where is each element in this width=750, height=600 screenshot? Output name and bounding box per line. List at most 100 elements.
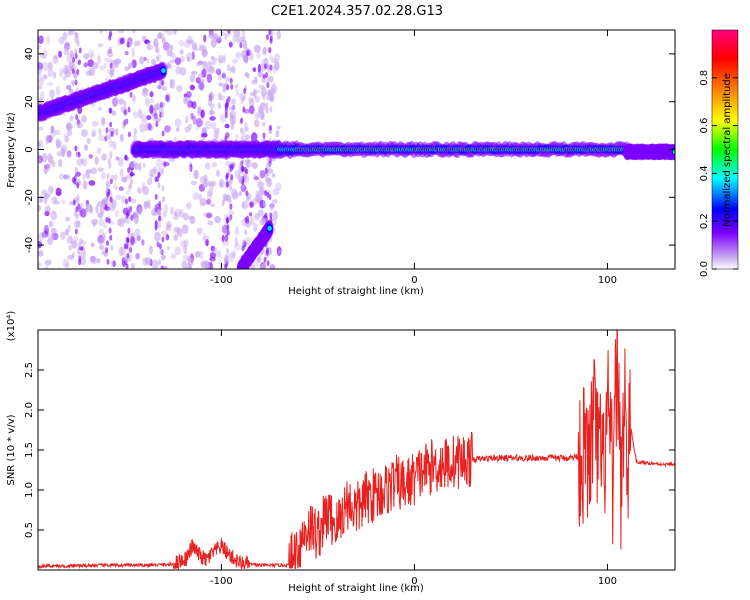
spectrogram-noise-cell — [209, 256, 216, 262]
spectrogram-noise-cell — [250, 216, 255, 226]
spectrogram-streak-cell — [106, 258, 110, 265]
spectrogram-noise-cell — [198, 193, 202, 203]
spectrogram-noise-cell — [164, 125, 171, 133]
spectrogram-noise-cell — [169, 59, 175, 64]
spectrogram-noise-cell — [115, 128, 119, 136]
spectrogram-noise-cell — [142, 35, 147, 42]
spectrogram-noise-cell — [197, 106, 202, 114]
spectrogram-streak-cell — [161, 130, 165, 137]
spectrogram-noise-cell — [53, 200, 60, 205]
spectrogram-streak-cell — [126, 210, 130, 217]
spectrogram-noise-cell — [244, 122, 248, 131]
spectrogram-noise-cell — [131, 30, 136, 34]
spectrogram-streak-cell — [263, 256, 267, 263]
spectrogram-noise-cell — [124, 51, 129, 56]
spectrogram-noise-cell — [203, 174, 208, 185]
spectrogram-noise-cell — [244, 159, 251, 165]
spectrogram-streak-cell — [72, 56, 76, 63]
spectrogram-streak-cell — [269, 106, 273, 113]
spectrogram-streak-cell — [239, 175, 243, 182]
spectrogram-noise-cell — [66, 150, 72, 158]
spectrogram-noise-cell — [187, 39, 194, 44]
colorbar-tick-label: 0.4 — [699, 165, 710, 181]
spectrogram-noise-cell — [209, 116, 216, 121]
spectrogram-noise-cell — [176, 84, 183, 93]
spectrogram-noise-cell — [151, 208, 155, 217]
spectrogram-noise-cell — [230, 257, 234, 263]
spectrogram-noise-cell — [145, 121, 149, 132]
spectrogram-streak-cell — [240, 117, 244, 124]
spectrogram-streak-cell — [229, 185, 233, 192]
spectrogram-noise-cell — [118, 186, 124, 191]
spectrogram-noise-cell — [38, 67, 43, 74]
spectrogram-streak-cell — [230, 114, 234, 121]
spectrogram-streak-cell — [75, 206, 79, 213]
spectrogram-noise-cell — [238, 190, 242, 197]
spectrogram-noise-cell — [43, 224, 50, 235]
spectrogram-noise-cell — [201, 132, 208, 138]
spectrogram-noise-cell — [174, 57, 182, 66]
spectrogram-streak-cell — [107, 188, 111, 195]
spectrogram-noise-cell — [146, 177, 153, 186]
spectrogram-streak-cell — [108, 227, 112, 234]
spectrogram-noise-cell — [53, 196, 57, 201]
spectrogram-noise-cell — [151, 259, 159, 269]
spectrogram-noise-cell — [61, 144, 68, 154]
spectrogram-streak-cell — [239, 161, 243, 168]
spectrogram-noise-cell — [69, 115, 74, 122]
spectrogram-noise-cell — [60, 199, 66, 205]
spectrogram-noise-cell — [183, 96, 189, 105]
spectrogram-streak-cell — [269, 212, 273, 219]
spectrogram-noise-cell — [189, 164, 193, 173]
spectrogram-noise-cell — [169, 51, 174, 59]
spectrogram-noise-cell — [251, 197, 257, 206]
spectrogram-streak-cell — [230, 174, 234, 181]
spectrogram-noise-cell — [139, 123, 146, 133]
spectrogram-noise-cell — [88, 180, 96, 186]
spectrogram-noise-cell — [50, 210, 58, 221]
spectrogram-noise-cell — [264, 172, 268, 179]
spectrogram-streak-cell — [109, 196, 113, 203]
spectrogram-noise-cell — [38, 156, 41, 164]
spectrogram-noise-cell — [42, 152, 48, 163]
spectrogram-streak-cell — [230, 124, 234, 131]
spectrogram-noise-cell — [259, 186, 265, 196]
spectrogram-noise-cell — [203, 235, 210, 241]
spectrogram-noise-cell — [101, 153, 107, 161]
spectrogram-streak-cell — [123, 100, 127, 107]
spectrogram-noise-cell — [121, 217, 128, 224]
spectrogram-noise-cell — [119, 133, 124, 143]
spectrogram-noise-cell — [72, 64, 77, 70]
spectrogram-noise-cell — [267, 75, 274, 83]
spectrogram-noise-cell — [222, 239, 229, 246]
spectrogram-streak-cell — [71, 80, 75, 87]
spectrogram-streak-cell — [107, 134, 111, 141]
spectrogram-noise-cell — [66, 123, 73, 131]
spectrogram-noise-cell — [187, 215, 194, 221]
spectrogram-noise-cell — [118, 98, 125, 105]
spectrogram-noise-cell — [192, 115, 197, 125]
spectrogram-streak-cell — [110, 130, 114, 137]
spectrogram-streak-cell — [109, 46, 113, 53]
spectrogram-noise-cell — [257, 181, 265, 189]
spectrogram-streak-cell — [74, 31, 78, 38]
spectrogram-noise-cell — [99, 205, 105, 215]
spectrogram-noise-cell — [207, 188, 214, 197]
spectrogram-streak-cell — [108, 34, 112, 41]
spectrogram-noise-cell — [214, 215, 221, 224]
spectrogram-noise-cell — [133, 214, 139, 225]
spectrogram-noise-cell — [215, 68, 222, 76]
spectrogram-streak-cell — [127, 106, 131, 113]
spectrogram-noise-cell — [41, 61, 49, 72]
spectrogram-noise-cell — [97, 106, 102, 111]
spectrogram-noise-cell — [71, 240, 78, 249]
spectrogram-noise-cell — [261, 77, 266, 83]
spectrogram-streak-cell — [227, 30, 231, 35]
spectrogram-streak-cell — [125, 243, 129, 250]
spectrogram-noise-cell — [130, 236, 135, 246]
spectrogram-noise-cell — [81, 129, 88, 138]
spectrogram-noise-cell — [271, 82, 276, 91]
spectrogram-noise-cell — [261, 263, 267, 269]
spectrogram-streak-cell — [266, 82, 270, 89]
